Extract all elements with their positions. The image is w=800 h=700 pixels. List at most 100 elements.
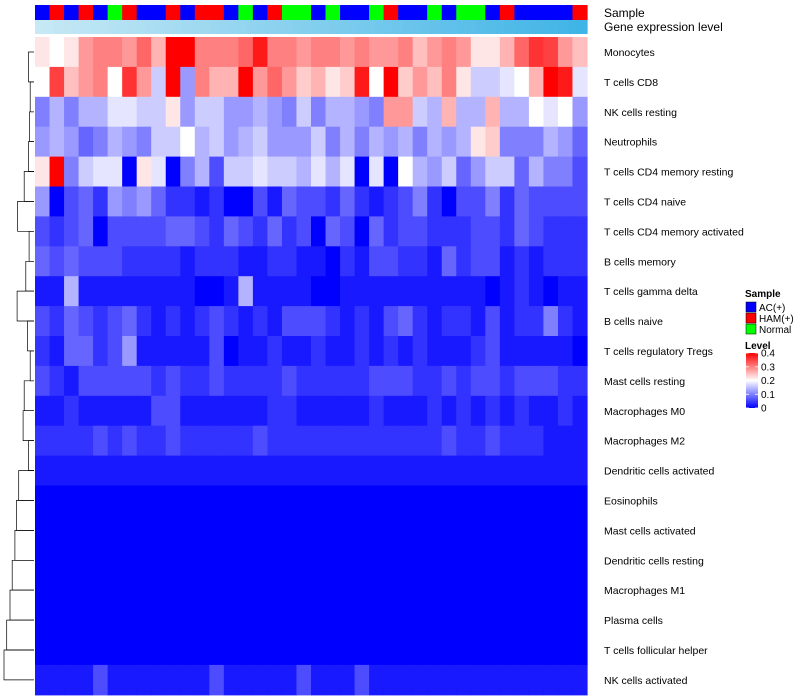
heatmap-cell — [412, 545, 428, 576]
heatmap-cell — [267, 306, 283, 337]
heatmap-cell — [122, 96, 138, 128]
heatmap-cell — [369, 605, 385, 636]
row-labels: Monocytes T cells CD8 NK cells resting Neut… — [604, 47, 744, 687]
heatmap-cell — [151, 395, 167, 427]
heatmap-cell — [456, 306, 472, 337]
heatmap-cell — [354, 246, 370, 277]
heatmap-cell — [180, 126, 196, 158]
heatmap-cell — [93, 186, 109, 217]
heatmap-cell — [64, 96, 80, 128]
heatmap-cell — [122, 395, 138, 427]
heatmap-cell — [35, 126, 51, 158]
heatmap-cell — [572, 186, 588, 217]
heatmap-cell — [49, 365, 65, 397]
sample-annotation-cell — [543, 5, 559, 20]
heatmap-cell — [296, 515, 312, 546]
heatmap-cell — [49, 126, 65, 158]
sample-annotation-cell — [122, 5, 138, 20]
heatmap-cell — [311, 395, 327, 427]
heatmap-cell — [543, 186, 559, 217]
heatmap-cell — [281, 306, 298, 337]
heatmap-cell — [122, 515, 138, 546]
heatmap-cell — [194, 425, 210, 457]
heatmap-cell — [383, 306, 399, 337]
heatmap-cell — [281, 515, 298, 546]
heatmap-cell — [238, 515, 254, 546]
heatmap-cell — [572, 425, 588, 457]
heatmap-cell — [78, 635, 94, 666]
heatmap-cell — [427, 37, 443, 68]
heatmap-cell — [107, 186, 123, 217]
heatmap-cell — [281, 605, 298, 636]
heatmap-cell — [35, 664, 51, 696]
heatmap-cell — [354, 515, 370, 546]
heatmap-cell — [398, 126, 414, 158]
heatmap-cell — [470, 186, 486, 217]
heatmap-cell — [441, 395, 457, 427]
heatmap-cell — [281, 336, 298, 367]
heatmap-cell — [49, 66, 65, 98]
heatmap-cell — [78, 156, 94, 188]
heatmap-cell — [369, 485, 385, 516]
heatmap-cell — [441, 246, 457, 277]
heatmap-cell — [180, 395, 196, 427]
sample-annotation-cell — [64, 5, 80, 20]
heatmap-cell — [209, 156, 225, 188]
expression-annotation-segment — [320, 20, 330, 34]
heatmap-cell — [122, 664, 138, 696]
heatmap-cell — [340, 485, 356, 516]
annotation-label-sample: Sample — [604, 6, 645, 20]
heatmap-cell — [557, 545, 574, 576]
heatmap-cell — [572, 485, 588, 516]
heatmap-cell — [35, 605, 51, 636]
heatmap-cell — [281, 126, 298, 158]
heatmap-cell — [514, 664, 530, 696]
heatmap-cell — [369, 425, 385, 457]
heatmap-cell — [180, 485, 196, 516]
heatmap-cell — [572, 276, 588, 307]
heatmap-cell — [543, 515, 559, 546]
heatmap-cell — [180, 156, 196, 188]
heatmap-cell — [136, 37, 152, 68]
dendrogram-branch — [16, 290, 34, 322]
heatmap-cell — [470, 365, 486, 397]
heatmap-cell — [151, 664, 167, 696]
heatmap-cell — [296, 246, 312, 277]
heatmap-cell — [427, 186, 443, 217]
expression-annotation-segment — [577, 20, 588, 34]
heatmap-cell — [456, 336, 472, 367]
heatmap-cell — [340, 186, 356, 217]
heatmap-cell — [194, 455, 210, 487]
heatmap-cell — [499, 635, 515, 666]
heatmap-cell — [180, 575, 196, 606]
heatmap-cell — [456, 216, 472, 247]
heatmap-cell — [209, 186, 225, 217]
heatmap-cell — [383, 96, 399, 128]
heatmap-cell — [49, 276, 65, 307]
heatmap-cell — [122, 186, 138, 217]
heatmap-cell — [456, 96, 472, 128]
heatmap-cell — [209, 216, 225, 247]
heatmap-cell — [412, 306, 428, 337]
heatmap-cell — [499, 545, 515, 576]
heatmap-cell — [514, 66, 530, 98]
heatmap-cell — [252, 96, 269, 128]
heatmap-cell — [35, 96, 51, 128]
heatmap-cell — [78, 37, 94, 68]
heatmap-cell — [136, 156, 152, 188]
heatmap-cell — [311, 365, 327, 397]
heatmap-cell — [514, 455, 530, 487]
heatmap-cell — [456, 276, 472, 307]
heatmap-cell — [78, 66, 94, 98]
heatmap-cell — [470, 276, 486, 307]
heatmap-cell — [427, 455, 443, 487]
heatmap-cell — [165, 96, 181, 128]
sample-annotation-cell — [252, 5, 269, 20]
heatmap-cell — [340, 336, 356, 367]
heatmap-cell — [165, 276, 181, 307]
heatmap-cell — [543, 395, 559, 427]
heatmap-cell — [528, 545, 545, 576]
heatmap-cell — [543, 485, 559, 516]
heatmap-cell — [311, 156, 327, 188]
heatmap-cell — [557, 246, 574, 277]
